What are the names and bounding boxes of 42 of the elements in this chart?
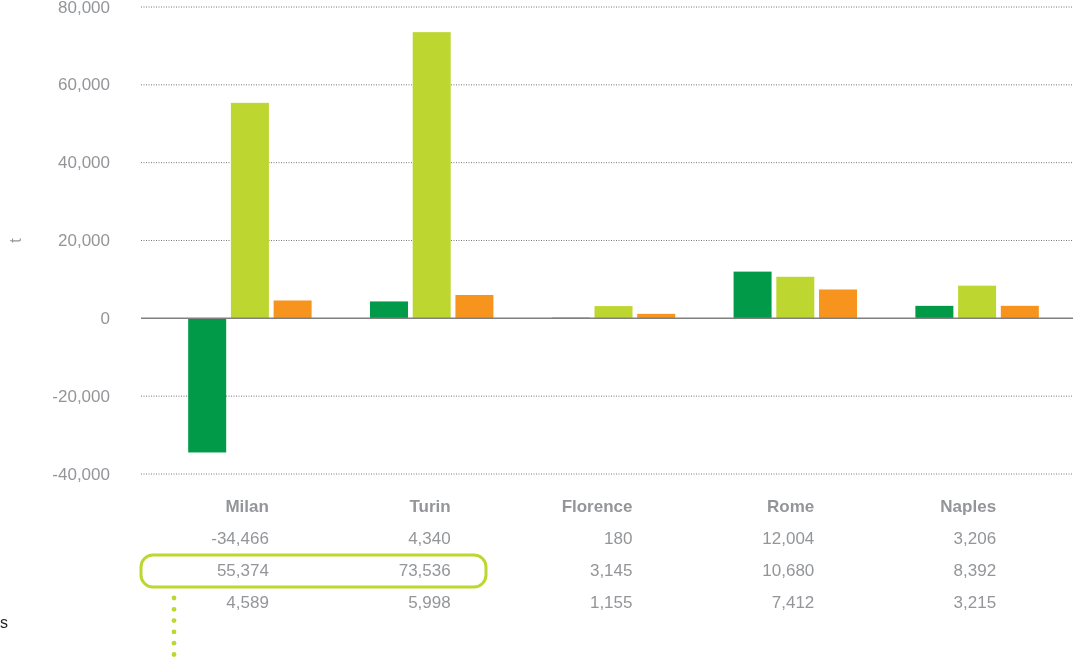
data-label: 8,392 [953,560,997,580]
data-label: 55,374 [216,560,269,580]
x-tick-label: Milan [225,496,269,516]
bar [733,271,772,319]
data-label: 5,998 [408,592,451,612]
data-label: -34,466 [211,528,269,548]
data-label: 3,145 [589,560,633,580]
data-label: 3,215 [953,592,997,612]
bar [915,305,954,319]
x-tick-label: Rome [767,496,815,516]
data-label: 12,004 [762,528,815,548]
y-tick-label: -20,000 [52,386,110,406]
y-tick-label: 40,000 [58,153,110,173]
y-tick-label: 20,000 [58,231,110,250]
y-tick-label: 80,000 [58,0,110,17]
data-label: 4,589 [226,592,269,612]
bar [958,285,997,319]
x-tick-label: Turin [409,496,451,516]
text: s [0,613,8,631]
bar [455,294,494,319]
bar [776,276,815,319]
bar [819,289,858,319]
bar [412,32,451,319]
y-tick-label: 60,000 [58,75,110,95]
data-label: 7,412 [771,592,815,612]
bar [188,318,227,453]
data-label: 73,536 [398,560,451,580]
y-axis-title: t [6,237,24,243]
y-tick-label: 0 [100,308,110,328]
bar [1000,305,1039,319]
data-label: 3,206 [953,528,997,548]
data-label: 4,340 [408,528,451,548]
data-label: 1,155 [589,592,633,612]
data-label: 180 [604,528,633,548]
bar [369,301,408,319]
bar [594,306,633,319]
y-tick-label: -40,000 [52,464,110,484]
data-label: 10,680 [762,560,815,580]
x-tick-label: Florence [561,496,633,516]
bar [273,300,312,319]
x-tick-label: Naples [940,496,997,516]
bar [230,102,269,319]
